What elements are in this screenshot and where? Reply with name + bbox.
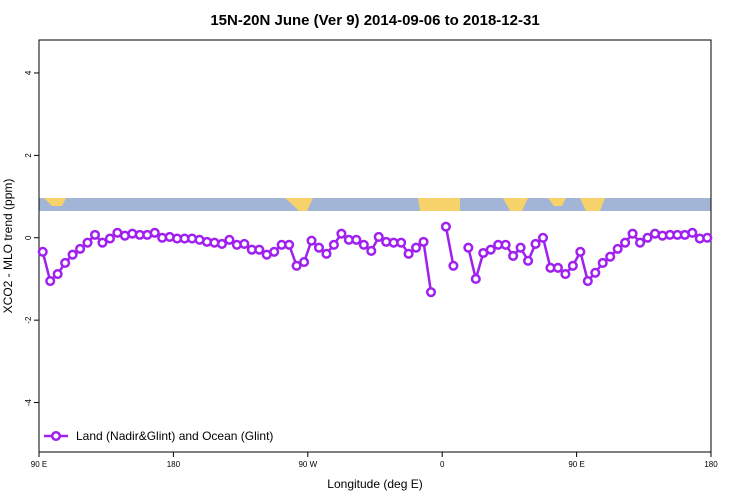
point <box>530 238 541 249</box>
point <box>642 232 653 243</box>
point <box>425 287 437 298</box>
series-line <box>444 226 455 267</box>
point <box>82 237 93 248</box>
point <box>351 234 362 245</box>
point <box>396 237 407 248</box>
point <box>67 249 78 260</box>
point <box>418 236 429 247</box>
point <box>336 228 347 239</box>
point <box>269 246 280 257</box>
point <box>254 244 265 255</box>
point <box>313 242 325 253</box>
point <box>575 246 586 257</box>
y-tick-label: 0 <box>24 235 33 240</box>
x-tick-label: 90 W <box>298 460 317 469</box>
y-tick-label: 2 <box>24 153 33 158</box>
point <box>605 251 616 262</box>
x-axis-label: Longitude (deg E) <box>327 477 422 491</box>
legend-marker <box>50 430 62 442</box>
point <box>500 239 511 250</box>
point <box>45 275 56 287</box>
x-tick-label: 90 E <box>568 460 584 469</box>
point <box>224 234 235 245</box>
point <box>463 242 474 253</box>
point <box>590 267 601 278</box>
point <box>687 227 698 238</box>
point <box>373 231 384 242</box>
point <box>635 237 646 248</box>
point <box>612 243 623 254</box>
point <box>358 239 369 250</box>
point <box>104 233 115 244</box>
point <box>216 238 227 249</box>
point <box>582 275 593 287</box>
point <box>702 232 713 243</box>
point <box>448 260 459 271</box>
point <box>567 260 578 271</box>
point <box>328 239 339 250</box>
y-tick-label: 4 <box>24 70 33 75</box>
x-tick-label: 0 <box>440 460 445 469</box>
point <box>470 273 481 285</box>
point <box>560 268 571 280</box>
point <box>523 255 534 266</box>
point <box>366 245 377 256</box>
x-tick-label: 180 <box>167 460 181 469</box>
y-tick-label: -2 <box>24 316 33 324</box>
point <box>321 248 332 259</box>
point <box>485 244 496 255</box>
point <box>239 238 250 249</box>
point <box>60 257 71 268</box>
point <box>284 239 295 250</box>
point <box>149 227 160 238</box>
x-tick-label: 90 E <box>31 460 47 469</box>
point <box>411 242 422 253</box>
x-tick-label: 180 <box>704 460 718 469</box>
point <box>627 228 638 239</box>
point <box>620 237 631 248</box>
plot-frame <box>38 39 712 453</box>
point <box>537 232 549 243</box>
point <box>75 243 86 254</box>
point <box>37 246 48 257</box>
point <box>508 250 519 261</box>
point <box>299 257 310 268</box>
y-tick-label: -4 <box>24 398 33 406</box>
point <box>597 257 608 268</box>
point <box>306 235 317 246</box>
legend-label: Land (Nadir&Glint) and Ocean (Glint) <box>76 429 273 443</box>
chart-title: 15N-20N June (Ver 9) 2014-09-06 to 2018-… <box>210 12 539 29</box>
point <box>89 229 101 240</box>
map-strip <box>39 198 711 211</box>
point <box>97 237 108 248</box>
point <box>440 221 451 232</box>
point <box>52 268 63 280</box>
y-axis-label: XCO2 - MLO trend (ppm) <box>1 179 15 314</box>
point <box>291 260 302 271</box>
point <box>403 248 414 259</box>
point <box>552 262 563 273</box>
point <box>515 242 526 253</box>
